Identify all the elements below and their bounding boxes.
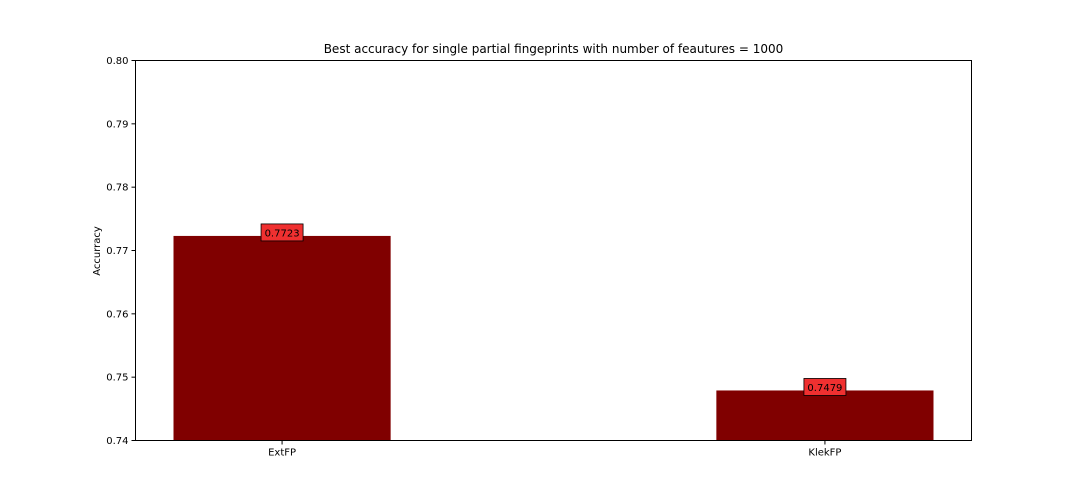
y-tick-label: 0.76 [106, 309, 128, 320]
x-tick-label: ExtFP [268, 448, 296, 459]
data-labels-group: 0.7723 0.7479 [260, 223, 847, 396]
x-tick-label: KlekFP [808, 448, 841, 459]
y-axis-label: Accurracy [92, 226, 103, 276]
data-label: 0.7723 [265, 228, 300, 239]
y-tick-label: 0.74 [106, 436, 128, 447]
data-label-box [803, 378, 847, 396]
chart-title: Best accuracy for single partial fingepr… [324, 42, 784, 56]
y-tick-label: 0.78 [106, 183, 128, 194]
data-label: 0.7479 [807, 383, 842, 394]
bars-group [173, 235, 934, 441]
data-label-box [260, 223, 304, 242]
bar-klekfp [716, 390, 934, 441]
x-axis-ticks: ExtFP KlekFP [268, 440, 841, 459]
plot-frame [135, 60, 972, 441]
y-tick-label: 0.77 [106, 246, 128, 257]
y-tick-label: 0.75 [106, 373, 128, 384]
y-tick-label: 0.79 [106, 119, 128, 130]
bar-extfp [173, 235, 391, 441]
y-axis-ticks: 0.74 0.75 0.76 0.77 0.78 0.79 0.80 [106, 56, 136, 447]
y-tick-label: 0.80 [106, 56, 128, 67]
